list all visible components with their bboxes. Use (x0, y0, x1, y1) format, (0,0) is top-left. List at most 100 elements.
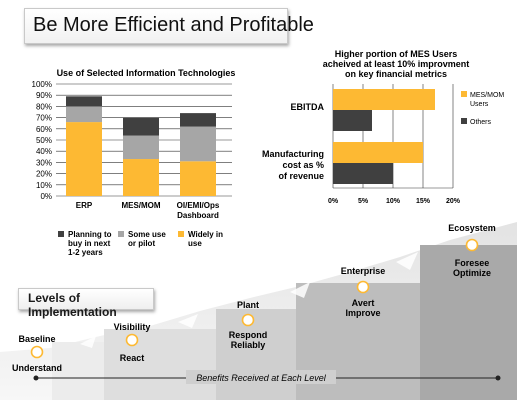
step-block-1 (52, 342, 104, 400)
y-tick-label: 30% (36, 158, 52, 167)
legend-label-line: or pilot (128, 239, 155, 248)
hbar-ebitda-1 (333, 110, 372, 131)
bar-mes-mom-1 (123, 135, 159, 160)
mes-chart-title-line: acheived at least 10% improvment (323, 59, 470, 69)
level-benefit: Foresee Optimize (453, 258, 491, 278)
level-benefit-line: React (120, 353, 145, 363)
bar-mes-mom-2 (123, 117, 159, 136)
level-name: Ecosystem (448, 223, 496, 233)
step-block-3 (216, 309, 296, 400)
level-marker (465, 238, 479, 252)
arrow-4 (396, 252, 418, 270)
mes-chart-title: Higher portion of MES Users acheived at l… (323, 49, 470, 79)
level-marker (30, 345, 44, 359)
bar-erp-0 (66, 122, 102, 196)
y-tick-label: 10% (36, 181, 52, 190)
level-name: Plant (237, 300, 259, 310)
legend-label-line: Users (470, 101, 489, 108)
legend-label-line: Widely in (188, 230, 223, 239)
mes-chart-title-line: Higher portion of MES Users (335, 49, 458, 59)
y-tick-label: 70% (36, 114, 52, 123)
benefits-axis: Benefits Received at Each Level (33, 370, 501, 384)
x-tick-label: 15% (416, 198, 431, 205)
y-tick-label: 20% (36, 170, 52, 179)
x-tick-label: OI/EMI/Ops Dashboard (177, 201, 220, 220)
y-tick-label: 50% (36, 136, 52, 145)
x-tick-label-line: ERP (76, 201, 93, 210)
level-name: Baseline (18, 334, 55, 344)
level-benefit: React (120, 353, 145, 363)
levels-header-box: Levels of Implementation (18, 288, 154, 319)
level-benefit-line: Optimize (453, 268, 491, 278)
legend-label-line: buy in next (68, 239, 111, 248)
x-tick-label: 10% (386, 198, 401, 205)
tech-chart-legend: Planning to buy in next 1-2 years Some use o… (58, 230, 223, 257)
legend-label: Some use or pilot (128, 230, 166, 248)
mes-chart-legend: MES/MOM Users Others (461, 91, 504, 126)
bar-erp-1 (66, 106, 102, 123)
step-blocks (52, 245, 517, 400)
page-title-box: Be More Efficient and Profitable (24, 8, 314, 44)
tech-chart-yaxis: 0% 10% 20% 30% 40% 50% 60% 70% 80% 90% 100% (32, 80, 52, 201)
x-tick-label-line: OI/EMI/Ops (177, 201, 220, 210)
mes-chart-title-line: on key financial metrics (345, 69, 447, 79)
level-name: Visibility (114, 322, 151, 332)
level-benefit-line: Improve (345, 308, 380, 318)
legend-swatch (461, 118, 467, 124)
y-category-label-line: of revenue (278, 171, 324, 181)
step-arrows (80, 252, 418, 348)
tech-chart-bars (66, 96, 216, 196)
step-block-5 (420, 245, 517, 400)
x-tick-label: MES/MOM (121, 201, 160, 210)
hbar-mfg-cost-0 (333, 142, 423, 163)
mes-chart-xaxis: 0% 5% 10% 15% 20% (328, 198, 461, 205)
bar-erp-2 (66, 96, 102, 107)
x-tick-label: 0% (328, 198, 339, 205)
step-block-2 (104, 329, 216, 400)
legend-label: Widely in use (188, 230, 223, 248)
level-benefit-line: Avert (352, 298, 375, 308)
y-tick-label: 80% (36, 102, 52, 111)
mes-chart-yaxis: EBITDA Manufacturing cost as % of revenue (262, 102, 325, 181)
x-tick-label-line: Dashboard (177, 211, 219, 220)
legend-swatch (461, 91, 467, 97)
legend-label: Others (470, 119, 492, 126)
arrow-2 (178, 314, 198, 328)
level-name: Enterprise (341, 266, 386, 276)
y-tick-label: 0% (40, 192, 52, 201)
y-category-label: Manufacturing cost as % of revenue (262, 149, 324, 181)
level-benefit-line: Understand (12, 363, 62, 373)
x-tick-label: ERP (76, 201, 93, 210)
legend-swatch (178, 231, 184, 237)
level-marker (125, 333, 139, 347)
legend-swatch (118, 231, 124, 237)
legend-label: MES/MOM Users (470, 92, 504, 108)
level-marker (356, 280, 370, 294)
y-category-label: EBITDA (291, 102, 325, 112)
level-benefit-line: Respond (229, 330, 268, 340)
hbar-mfg-cost-1 (333, 163, 393, 184)
level-benefit-line: Reliably (231, 340, 266, 350)
level-benefit-line: Foresee (455, 258, 490, 268)
level-benefit: Respond Reliably (229, 330, 268, 350)
y-category-label-line: cost as % (282, 160, 324, 170)
levels-header: Levels of Implementation (28, 291, 117, 319)
level-benefit: Avert Improve (345, 298, 380, 318)
legend-label-line: Planning to (68, 230, 112, 239)
tech-chart-title: Use of Selected Information Technologies (57, 68, 236, 78)
x-tick-label: 5% (358, 198, 369, 205)
arrow-1 (80, 336, 96, 348)
y-tick-label: 100% (32, 80, 52, 89)
y-tick-label: 60% (36, 125, 52, 134)
arrow-3 (290, 282, 310, 298)
legend-label: Planning to buy in next 1-2 years (68, 230, 112, 257)
x-tick-label: 20% (446, 198, 461, 205)
mes-chart-bars (333, 89, 435, 184)
hbar-ebitda-0 (333, 89, 435, 110)
tech-chart-xaxis: ERP MES/MOM OI/EMI/Ops Dashboard (76, 201, 220, 220)
legend-label-line: Some use (128, 230, 166, 239)
bar-oi-emi-ops-dashboard-2 (180, 113, 216, 127)
bar-oi-emi-ops-dashboard-0 (180, 161, 216, 196)
